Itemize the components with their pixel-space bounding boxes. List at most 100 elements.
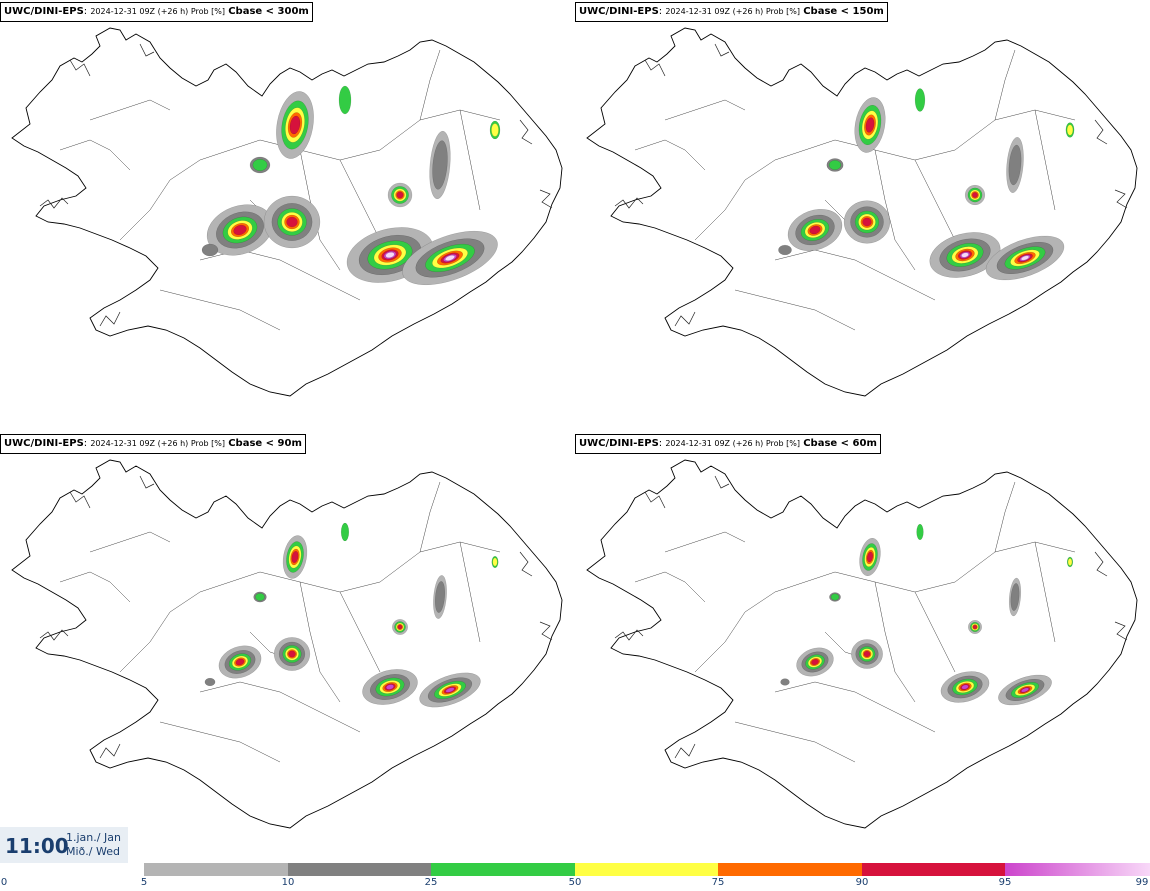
iceland-map bbox=[11, 459, 563, 829]
region-boundary bbox=[119, 149, 231, 241]
valid-time: 11:00 bbox=[5, 834, 69, 858]
valid-time-box: 11:00 1.jan./ Jan Mið./ Wed bbox=[0, 827, 128, 863]
region-boundary bbox=[874, 149, 916, 271]
region-boundary bbox=[419, 481, 441, 553]
colorbar-segment-10-25 bbox=[288, 863, 431, 876]
model-name: UWC/DINI-EPS bbox=[4, 438, 84, 449]
map-panel-150m: UWC/DINI-EPS: 2024-12-31 09Z (+26 h) Pro… bbox=[575, 0, 1150, 430]
region-boundary bbox=[954, 541, 1076, 583]
probability-area bbox=[1066, 124, 1074, 136]
probability-area bbox=[432, 140, 448, 190]
region-boundary bbox=[159, 289, 281, 331]
probability-area bbox=[235, 658, 245, 666]
map-panel-60m: UWC/DINI-EPS: 2024-12-31 09Z (+26 h) Pro… bbox=[575, 432, 1150, 862]
colorbar-segment-50-75 bbox=[575, 863, 718, 876]
model-name: UWC/DINI-EPS bbox=[579, 6, 659, 17]
region-boundary bbox=[379, 109, 501, 151]
probability-area bbox=[828, 160, 842, 170]
probability-area bbox=[338, 85, 352, 115]
region-boundary bbox=[229, 571, 381, 593]
coastline bbox=[586, 27, 1138, 397]
region-boundary bbox=[459, 541, 481, 643]
panel-title: UWC/DINI-EPS: 2024-12-31 09Z (+26 h) Pro… bbox=[0, 434, 306, 454]
coastline bbox=[586, 459, 1138, 829]
region-boundary bbox=[694, 149, 806, 241]
probability-area bbox=[830, 593, 840, 601]
region-boundary bbox=[664, 531, 746, 553]
region-boundary bbox=[804, 571, 956, 593]
probability-area bbox=[1008, 144, 1022, 186]
region-boundary bbox=[914, 591, 956, 673]
valid-date: 1.jan./ Jan Mið./ Wed bbox=[66, 831, 121, 859]
probability-area bbox=[397, 624, 403, 630]
probability-colorbar bbox=[144, 863, 1150, 876]
region-boundary bbox=[914, 159, 956, 241]
valid-date-line2: Mið./ Wed bbox=[66, 845, 120, 858]
fjord-outline bbox=[39, 475, 553, 759]
probability-area bbox=[385, 252, 395, 258]
panel-title: UWC/DINI-EPS: 2024-12-31 09Z (+26 h) Pro… bbox=[0, 2, 313, 22]
fjord-outline bbox=[39, 43, 553, 327]
colorbar-tick: 90 bbox=[855, 877, 869, 888]
probability-area bbox=[255, 593, 265, 601]
coastline bbox=[11, 459, 563, 829]
map-panel-90m: UWC/DINI-EPS: 2024-12-31 09Z (+26 h) Pro… bbox=[0, 432, 575, 862]
colorbar-segment-5-10 bbox=[144, 863, 288, 876]
region-boundary bbox=[119, 581, 231, 673]
region-boundary bbox=[774, 681, 936, 733]
colorbar-segment-25-50 bbox=[431, 863, 575, 876]
region-boundary bbox=[634, 139, 706, 171]
probability-area bbox=[435, 581, 445, 613]
probability-area bbox=[1010, 583, 1020, 611]
probability-area bbox=[288, 650, 296, 658]
region-boundary bbox=[299, 581, 341, 703]
region-boundary bbox=[664, 99, 746, 121]
region-boundary bbox=[994, 49, 1016, 121]
region-boundary bbox=[734, 721, 856, 763]
fjord-outline bbox=[614, 475, 1128, 759]
colorbar-tick: 50 bbox=[568, 877, 582, 888]
map-panel-300m: UWC/DINI-EPS: 2024-12-31 09Z (+26 h) Pro… bbox=[0, 0, 575, 430]
colorbar-segment-75-90 bbox=[718, 863, 862, 876]
panel-title: UWC/DINI-EPS: 2024-12-31 09Z (+26 h) Pro… bbox=[575, 434, 881, 454]
probability-area bbox=[972, 624, 978, 630]
region-boundary bbox=[804, 139, 956, 161]
probability-area bbox=[865, 117, 875, 133]
region-boundary bbox=[734, 289, 856, 331]
probability-area bbox=[862, 217, 872, 227]
region-boundary bbox=[89, 99, 171, 121]
colorbar-tick: 75 bbox=[711, 877, 725, 888]
region-boundary bbox=[89, 531, 171, 553]
colorbar-tick: 25 bbox=[424, 877, 438, 888]
probability-area bbox=[914, 88, 926, 112]
run-info: 2024-12-31 09Z (+26 h) Prob [%] bbox=[665, 439, 801, 448]
probability-area bbox=[204, 677, 216, 687]
colorbar-segment-95-99 bbox=[1005, 863, 1150, 876]
panel-title: UWC/DINI-EPS: 2024-12-31 09Z (+26 h) Pro… bbox=[575, 2, 888, 22]
region-boundary bbox=[199, 681, 361, 733]
region-boundary bbox=[459, 109, 481, 211]
fjord-outline bbox=[614, 43, 1128, 327]
probability-area bbox=[778, 244, 792, 256]
model-name: UWC/DINI-EPS bbox=[579, 438, 659, 449]
colorbar-tick: 10 bbox=[281, 877, 295, 888]
probability-area bbox=[1020, 255, 1030, 261]
parameter-label: Cbase < 300m bbox=[228, 6, 309, 17]
colorbar-tick: 5 bbox=[140, 877, 148, 888]
run-info: 2024-12-31 09Z (+26 h) Prob [%] bbox=[90, 7, 226, 16]
probability-area bbox=[1067, 558, 1073, 566]
probability-area bbox=[340, 522, 350, 542]
parameter-label: Cbase < 90m bbox=[228, 438, 302, 449]
valid-date-line1: 1.jan./ Jan bbox=[66, 831, 121, 844]
probability-area bbox=[445, 687, 455, 693]
colorbar-tick: 0 bbox=[0, 877, 8, 888]
probability-area bbox=[445, 255, 455, 261]
region-boundary bbox=[419, 49, 441, 121]
run-info: 2024-12-31 09Z (+26 h) Prob [%] bbox=[90, 439, 226, 448]
probability-area bbox=[289, 115, 301, 135]
region-boundary bbox=[874, 581, 916, 703]
probability-area bbox=[291, 551, 299, 563]
probability-area bbox=[961, 252, 969, 258]
probability-area bbox=[385, 684, 395, 690]
probability-area bbox=[809, 225, 821, 235]
